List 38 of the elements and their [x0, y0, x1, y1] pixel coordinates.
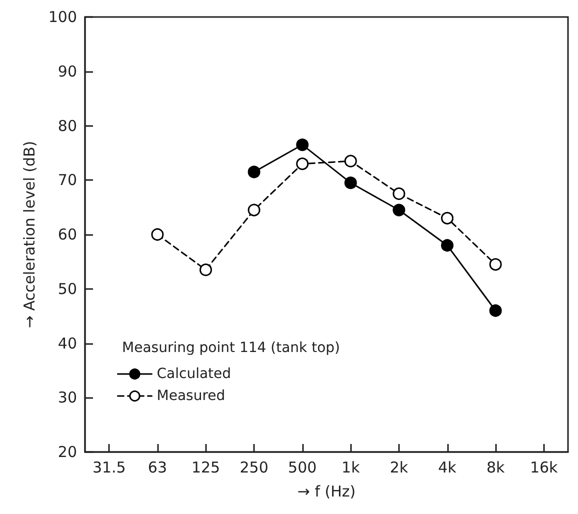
point	[392, 204, 406, 216]
point	[296, 158, 309, 170]
legend-label: Measured	[156, 388, 226, 404]
legend-label: Calculated	[156, 366, 232, 382]
y-tick-label: 70	[58, 171, 77, 190]
y-axis-title: → Acceleration level (dB)	[20, 140, 38, 328]
x-tick-label: 8k	[486, 458, 505, 476]
y-tick-label: 80	[58, 116, 77, 135]
x-tick-label: 4k	[438, 458, 457, 476]
y-tick-label: 20	[58, 443, 77, 461]
y-tick-label: 100	[48, 8, 77, 26]
y-tick-label: 60	[58, 226, 77, 244]
point	[296, 138, 309, 152]
x-tick-label: 125	[191, 458, 220, 476]
y-tick-label: 90	[58, 62, 77, 80]
point	[200, 264, 212, 276]
y-tick-label: 50	[58, 280, 77, 298]
legend-title: Measuring point 114 (tank top)	[122, 340, 340, 356]
point	[248, 204, 260, 216]
point	[248, 166, 260, 178]
point	[441, 212, 454, 224]
point	[344, 176, 357, 190]
x-axis-title: → f (Hz)	[297, 482, 356, 500]
point	[151, 228, 164, 241]
x-tick-label: 31.5	[92, 458, 126, 476]
y-tick-label: 40	[58, 334, 77, 352]
point	[392, 187, 406, 200]
x-tick-label: 16k	[530, 458, 558, 476]
point	[441, 239, 454, 252]
y-tick-label: 30	[58, 388, 77, 407]
x-tick-label: 250	[240, 458, 268, 476]
x-tick-label: 500	[288, 458, 317, 476]
point	[489, 258, 502, 271]
x-tick-label: 1k	[342, 458, 360, 476]
x-tick-label: 63	[148, 458, 167, 476]
point	[344, 154, 357, 168]
x-tick-label: 2k	[390, 458, 408, 476]
point	[489, 304, 502, 317]
